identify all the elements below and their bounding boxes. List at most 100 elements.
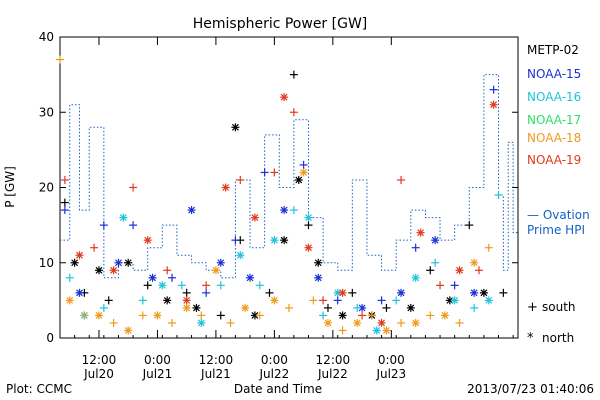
- data-point: [202, 288, 211, 297]
- data-point: [450, 281, 459, 290]
- data-point: [104, 296, 113, 305]
- data-point: [319, 311, 328, 320]
- data-point: [489, 85, 498, 94]
- data-point: [382, 326, 391, 335]
- data-point: [255, 281, 264, 290]
- data-point: [280, 93, 289, 102]
- x-tick-time-label: 0:00: [144, 353, 171, 367]
- data-point: [60, 175, 69, 184]
- data-point: [60, 198, 69, 207]
- x-tick-time-label: 12:00: [199, 353, 234, 367]
- legend-south-symbol: +: [527, 300, 538, 315]
- y-axis-label: P [GW]: [3, 166, 17, 208]
- data-points: [56, 55, 508, 335]
- data-point: [216, 311, 225, 320]
- legend: METP-02 NOAA-15 NOAA-16 NOAA-17 NOAA-18 …: [527, 43, 590, 346]
- data-point: [372, 326, 381, 335]
- data-point: [431, 236, 440, 245]
- data-point: [470, 258, 479, 267]
- data-point: [314, 258, 323, 267]
- ovation-prime-hpi-line: [60, 74, 518, 279]
- x-tick-time-label: 0:00: [378, 353, 405, 367]
- legend-model-label-1: — Ovation: [527, 208, 590, 222]
- y-tick-label: 30: [39, 105, 54, 119]
- data-point: [416, 228, 425, 237]
- data-point: [289, 108, 298, 117]
- data-point: [138, 296, 147, 305]
- data-point: [445, 296, 454, 305]
- data-point: [109, 318, 118, 327]
- data-point: [65, 273, 74, 282]
- data-point: [94, 266, 103, 275]
- data-point: [358, 311, 367, 320]
- data-point: [489, 100, 498, 109]
- data-point: [299, 160, 308, 169]
- data-point: [56, 55, 64, 64]
- data-point: [246, 273, 255, 282]
- data-point: [494, 191, 503, 200]
- data-point: [197, 318, 206, 327]
- data-point: [75, 251, 84, 260]
- legend-item-noaa-16: NOAA-16: [527, 90, 581, 104]
- data-point: [392, 296, 401, 305]
- legend-north-label: north: [542, 331, 574, 345]
- data-point: [265, 288, 274, 297]
- data-point: [197, 311, 206, 320]
- data-point: [294, 175, 303, 184]
- x-tick-date-label: Jul22: [317, 367, 348, 381]
- data-point: [65, 296, 74, 305]
- data-point: [397, 175, 406, 184]
- data-point: [304, 221, 313, 230]
- x-tick-time-label: 0:00: [261, 353, 288, 367]
- data-point: [163, 266, 172, 275]
- data-point: [90, 243, 99, 252]
- data-point: [289, 70, 298, 79]
- data-point: [377, 318, 386, 327]
- data-point: [382, 303, 391, 312]
- plot-timestamp: 2013/07/23 01:40:06: [467, 382, 594, 396]
- data-point: [187, 206, 196, 215]
- data-point: [168, 318, 177, 327]
- legend-south-label: south: [542, 300, 576, 314]
- data-point: [143, 281, 152, 290]
- x-tick-date-label: Jul23: [375, 367, 406, 381]
- data-point: [470, 288, 479, 297]
- data-point: [211, 266, 220, 275]
- data-point: [299, 168, 308, 177]
- data-point: [280, 206, 289, 215]
- x-tick-date-label: Jul20: [83, 367, 114, 381]
- data-point: [182, 296, 191, 305]
- data-point: [397, 288, 406, 297]
- data-point: [192, 303, 201, 312]
- x-axis: 12:00Jul200:00Jul2112:00Jul210:00Jul2212…: [59, 37, 514, 381]
- data-point: [431, 258, 440, 267]
- data-point: [270, 296, 279, 305]
- data-point: [426, 266, 435, 275]
- x-tick-time-label: 12:00: [82, 353, 117, 367]
- data-point: [319, 296, 328, 305]
- data-point: [109, 266, 118, 275]
- data-point: [236, 251, 245, 260]
- data-point: [484, 296, 493, 305]
- data-point: [323, 318, 332, 327]
- data-point: [168, 273, 177, 282]
- data-point: [426, 311, 435, 320]
- data-point: [202, 281, 211, 290]
- data-point: [270, 168, 279, 177]
- data-point: [270, 236, 279, 245]
- ovation-step-path: [60, 74, 518, 279]
- legend-item-noaa-15: NOAA-15: [527, 67, 581, 81]
- data-point: [94, 311, 103, 320]
- data-point: [358, 303, 367, 312]
- data-point: [333, 296, 342, 305]
- data-point: [367, 311, 376, 320]
- x-tick-date-label: Jul21: [200, 367, 231, 381]
- data-point: [236, 175, 245, 184]
- data-point: [353, 318, 362, 327]
- y-tick-label: 10: [39, 256, 54, 270]
- data-point: [348, 288, 357, 297]
- data-point: [177, 281, 186, 290]
- data-point: [304, 213, 313, 222]
- data-point: [231, 236, 240, 245]
- legend-model-label-2: Prime HPI: [527, 223, 585, 237]
